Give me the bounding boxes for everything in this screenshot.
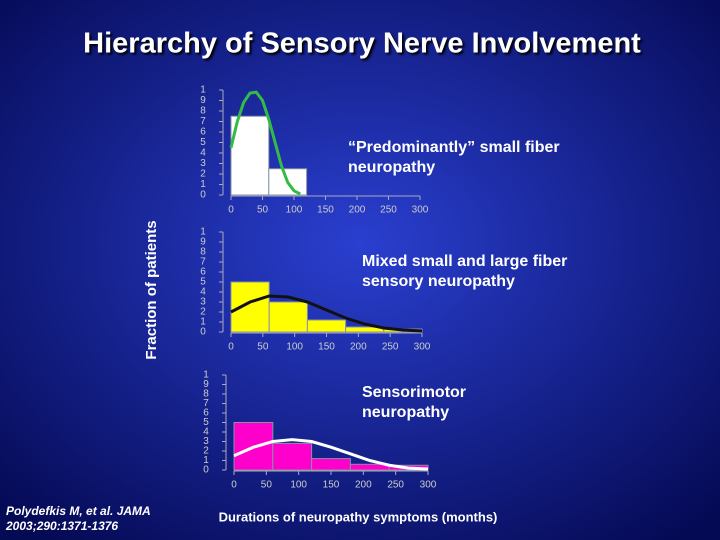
y-tick-label: 2	[200, 169, 206, 180]
x-tick-label: 150	[323, 480, 340, 491]
x-tick-label: 0	[228, 342, 234, 353]
y-tick-label: 1	[200, 317, 206, 328]
y-tick-label: 1	[203, 370, 209, 381]
panel-label: Sensorimotor	[362, 384, 466, 401]
y-tick-label: 9	[203, 379, 209, 390]
panel-label: neuropathy	[348, 159, 435, 176]
x-tick-label: 0	[228, 205, 234, 216]
bar	[306, 319, 347, 333]
x-tick-label: 300	[412, 205, 429, 216]
citation: 2003;290:1371-1376	[5, 519, 118, 533]
y-tick-label: 4	[203, 427, 209, 438]
x-tick-label: 100	[286, 205, 303, 216]
y-tick-label: 4	[200, 287, 206, 298]
y-tick-label: 3	[200, 297, 206, 308]
x-tick-label: 200	[350, 342, 367, 353]
x-tick-label: 300	[420, 480, 437, 491]
y-tick-label: 0	[200, 327, 206, 338]
y-tick-label: 5	[200, 137, 206, 148]
y-tick-label: 6	[200, 267, 206, 278]
density-curve	[229, 90, 301, 196]
x-tick-label: 150	[317, 205, 334, 216]
y-tick-label: 7	[203, 398, 209, 409]
y-tick-label: 7	[200, 116, 206, 127]
bar	[311, 458, 351, 471]
x-tick-label: 250	[380, 205, 397, 216]
y-tick-label: 5	[203, 417, 209, 428]
panel-label: “Predominantly” small fiber	[348, 139, 560, 156]
x-tick-label: 250	[387, 480, 404, 491]
y-tick-label: 0	[200, 190, 206, 201]
y-tick-label: 2	[203, 446, 209, 457]
y-tick-label: 3	[200, 158, 206, 169]
y-tick-label: 9	[200, 95, 206, 106]
x-tick-label: 0	[231, 480, 237, 491]
bar	[230, 115, 270, 196]
bar	[272, 442, 313, 471]
y-tick-label: 6	[203, 408, 209, 419]
y-tick-label: 8	[200, 247, 206, 258]
x-tick-label: 100	[286, 342, 303, 353]
x-tick-label: 300	[414, 342, 431, 353]
x-tick-label: 200	[349, 205, 366, 216]
y-tick-label: 1	[203, 455, 209, 466]
panel-label: neuropathy	[362, 404, 449, 421]
y-tick-label: 1	[200, 85, 206, 96]
y-tick-label: 8	[203, 389, 209, 400]
y-tick-label: 4	[200, 148, 206, 159]
y-tick-label: 8	[200, 106, 206, 117]
y-tick-label: 7	[200, 257, 206, 268]
x-axis-label: Durations of neuropathy symptoms (months…	[219, 509, 498, 524]
bar	[268, 301, 308, 333]
title: Hierarchy of Sensory Nerve Involvement	[83, 28, 641, 60]
citation: Polydefkis M, et al. JAMA	[6, 504, 151, 518]
y-tick-label: 5	[200, 277, 206, 288]
y-tick-label: 1	[200, 227, 206, 238]
bar	[230, 281, 270, 333]
x-tick-label: 100	[290, 480, 307, 491]
y-tick-label: 3	[203, 436, 209, 447]
y-tick-label: 1	[200, 179, 206, 190]
x-tick-label: 50	[257, 205, 269, 216]
x-tick-label: 200	[355, 480, 372, 491]
x-tick-label: 50	[261, 480, 273, 491]
y-tick-label: 0	[203, 465, 209, 476]
x-tick-label: 250	[382, 342, 399, 353]
panel-label: sensory neuropathy	[362, 273, 515, 290]
x-tick-label: 50	[257, 342, 269, 353]
density-curve	[230, 294, 423, 333]
density-curve	[233, 438, 429, 471]
y-tick-label: 2	[200, 307, 206, 318]
y-axis-label: Fraction of patients	[143, 220, 160, 359]
panel-label: Mixed small and large fiber	[362, 253, 567, 270]
y-tick-label: 9	[200, 237, 206, 248]
x-tick-label: 150	[318, 342, 335, 353]
y-tick-label: 6	[200, 127, 206, 138]
